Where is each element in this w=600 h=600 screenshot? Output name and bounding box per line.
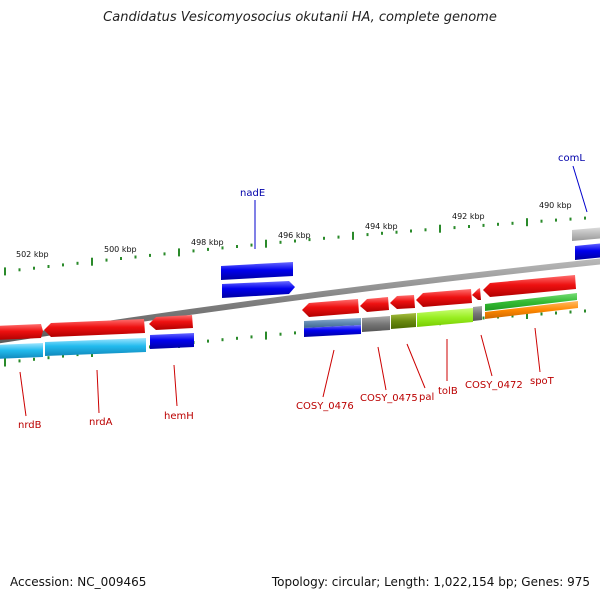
scale-ticks-inner [4, 309, 586, 367]
accession-text: Accession: NC_009465 [10, 575, 147, 589]
cds-COSY_0472-gray[interactable] [473, 306, 482, 321]
leader-nrdB [19, 371, 27, 417]
gene-nrdA-red[interactable] [44, 319, 145, 337]
genome-summary-text: Topology: circular; Length: 1,022,154 bp… [271, 575, 590, 589]
gene-label-nrdB[interactable]: nrdB [18, 420, 42, 431]
leader-hemH [173, 364, 178, 407]
scale-label-500: 500 kbp [104, 245, 137, 254]
gene-hemH-red[interactable] [149, 315, 193, 330]
gene-label-COSY_0475[interactable]: COSY_0475 [360, 393, 418, 404]
gene-spoT-red[interactable] [483, 275, 576, 297]
scale-label-498: 498 kbp [191, 238, 224, 247]
gene-tolB-red[interactable] [416, 289, 472, 307]
scale-label-496: 496 kbp [278, 231, 311, 240]
gene-label-nadE[interactable]: nadE [240, 188, 265, 199]
scale-label-492: 492 kbp [452, 212, 485, 221]
cds-COSY_0475-gray[interactable] [362, 316, 390, 332]
scale-label-494: 494 kbp [365, 222, 398, 231]
leader-nrdA [96, 369, 100, 414]
gene-nrdA-cds[interactable] [45, 338, 146, 356]
gene-label-pal[interactable]: pal [419, 392, 434, 403]
gene-label-tolB[interactable]: tolB [438, 386, 458, 397]
gene-comL-blue[interactable] [575, 243, 600, 260]
gene-label-COSY_0476[interactable]: COSY_0476 [296, 401, 354, 412]
gene-label-nrdA[interactable]: nrdA [89, 417, 113, 428]
gene-nrdB-red[interactable] [0, 324, 43, 340]
cds-spoT-orange[interactable] [485, 301, 578, 319]
gene-nrdB-cds[interactable] [0, 343, 43, 359]
gene-nadE-lower[interactable] [222, 281, 295, 298]
leader-comL [572, 165, 588, 213]
genome-backbone [0, 258, 600, 344]
cds-pal-olive[interactable] [391, 313, 416, 329]
gene-comL-gray[interactable] [572, 227, 600, 241]
gene-nadE-upper[interactable] [221, 262, 293, 280]
scale-ticks-outer [4, 216, 586, 276]
gene-hemH-cds[interactable] [150, 333, 194, 349]
gene-pal-red[interactable] [390, 295, 415, 309]
gene-label-spoT[interactable]: spoT [530, 376, 555, 387]
leader-COSY_0472 [480, 334, 493, 377]
scale-label-502: 502 kbp [16, 250, 49, 259]
leader-COSY_0476 [322, 349, 335, 398]
gene-label-comL[interactable]: comL [558, 153, 585, 164]
leader-COSY_0475 [377, 346, 387, 391]
map-title: Candidatus Vesicomyosocius okutanii HA, … [103, 10, 497, 25]
gene-label-COSY_0472[interactable]: COSY_0472 [465, 380, 523, 391]
leader-spoT [534, 327, 541, 373]
gene-COSY_0472-red[interactable] [472, 288, 481, 300]
cds-COSY_0476-blue[interactable] [304, 325, 361, 337]
gene-COSY_0475-red[interactable] [360, 297, 389, 312]
scale-label-490: 490 kbp [539, 201, 572, 210]
gene-COSY_0476-red[interactable] [302, 299, 359, 317]
leader-lines [19, 165, 588, 417]
cds-COSY_0476-slate[interactable] [304, 318, 361, 328]
leader-pal [406, 343, 426, 389]
cds-spoT-green[interactable] [485, 293, 577, 311]
gene-label-hemH[interactable]: hemH [164, 411, 194, 422]
cds-tolB-lime[interactable] [417, 308, 473, 327]
